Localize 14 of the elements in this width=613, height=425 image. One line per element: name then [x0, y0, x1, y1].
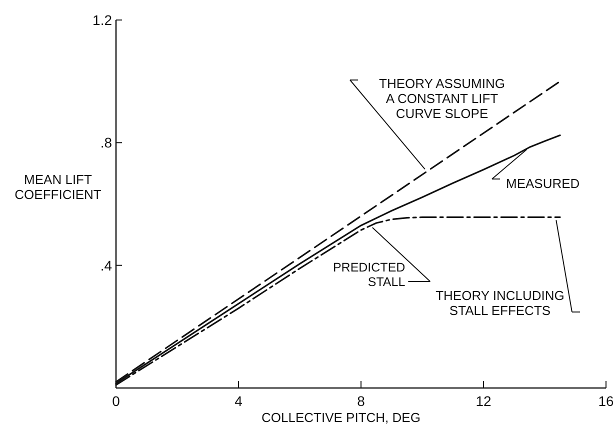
y-tick-label: .8 — [100, 134, 112, 151]
x-tick-label: 12 — [476, 393, 492, 409]
annotation: PREDICTED STALL — [332, 260, 406, 289]
x-tick-label: 8 — [357, 393, 366, 409]
x-tick-label: 4 — [234, 393, 243, 409]
legend-label: THEORY ASSUMING A CONSTANT LIFT CURVE SLOPE — [379, 76, 505, 121]
x-tick-label: 0 — [112, 393, 120, 409]
x-axis-title: COLLECTIVE PITCH, DEG — [262, 410, 420, 425]
y-tick-label: 1.2 — [92, 12, 112, 28]
legend-label: MEASURED — [506, 176, 580, 191]
y-axis-title: MEAN LIFT COEFFICIENT — [14, 172, 102, 202]
x-tick-label: 16 — [598, 393, 613, 409]
y-tick-label: .4 — [100, 257, 112, 274]
text: THEORY INCLUDING STALL EFFECTS — [436, 288, 564, 318]
